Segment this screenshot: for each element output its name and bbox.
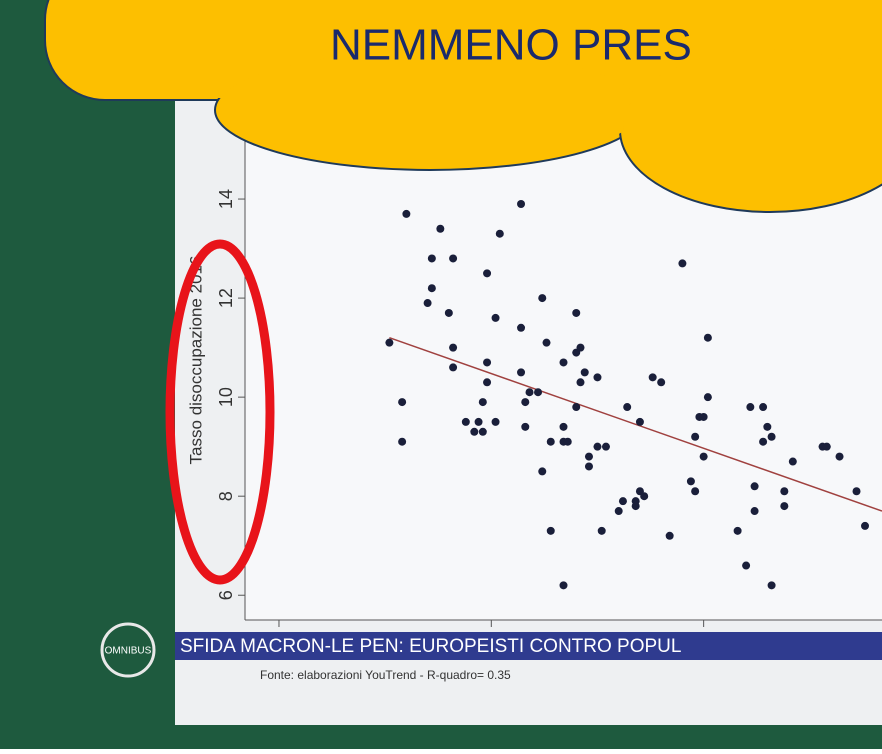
logo-text: OMNIBUS [105,646,152,657]
y-tick-label: 14 [216,189,236,209]
point [572,309,580,317]
point [572,403,580,411]
callout-text: NEMMENO PRES [330,21,692,70]
point [768,581,776,589]
point [564,438,572,446]
point [398,398,406,406]
point [768,433,776,441]
point [445,309,453,317]
point [780,487,788,495]
source-text: Fonte: elaborazioni YouTrend - R-quadro=… [260,668,511,682]
y-tick-label: 10 [216,387,236,407]
point [700,453,708,461]
point [517,324,525,332]
point [475,418,483,426]
point [492,418,500,426]
point [428,284,436,292]
point [666,532,674,540]
point [526,388,534,396]
point [470,428,478,436]
point [704,393,712,401]
point [483,269,491,277]
point [585,462,593,470]
point [492,314,500,322]
point [560,581,568,589]
point [759,438,767,446]
point [704,334,712,342]
point [521,423,529,431]
point [483,358,491,366]
point [543,339,551,347]
point [521,398,529,406]
point [649,373,657,381]
point [462,418,470,426]
point [763,423,771,431]
point [861,522,869,530]
point [632,502,640,510]
point [751,507,759,515]
point [428,254,436,262]
point [560,423,568,431]
point [483,378,491,386]
point [479,398,487,406]
point [585,453,593,461]
y-tick-label: 6 [216,590,236,600]
point [759,403,767,411]
point [449,363,457,371]
point [823,443,831,451]
screen: Tasso disoccupazione 2016 15202568101214… [0,0,882,749]
point [517,368,525,376]
point [517,200,525,208]
point [479,428,487,436]
point [640,492,648,500]
point [598,527,606,535]
point [836,453,844,461]
point [534,388,542,396]
point [538,467,546,475]
point [581,368,589,376]
point [636,418,644,426]
point [576,344,584,352]
point [615,507,623,515]
point [853,487,861,495]
point [402,210,410,218]
point [593,443,601,451]
point [700,413,708,421]
point [619,497,627,505]
point [449,344,457,352]
page: Tasso disoccupazione 2016 15202568101214… [0,0,882,749]
point [623,403,631,411]
point [424,299,432,307]
point [751,482,759,490]
ticker-text: SFIDA MACRON-LE PEN: EUROPEISTI CONTRO P… [180,636,681,657]
point [547,438,555,446]
y-tick-label: 8 [216,491,236,501]
point [560,358,568,366]
point [538,294,546,302]
point [449,254,457,262]
point [780,502,788,510]
point [687,477,695,485]
point [547,527,555,535]
point [436,225,444,233]
point [789,458,797,466]
point [385,339,393,347]
point [657,378,665,386]
point [691,487,699,495]
y-tick-label: 12 [216,288,236,308]
point [496,230,504,238]
point [746,403,754,411]
point [734,527,742,535]
point [398,438,406,446]
point [602,443,610,451]
point [742,562,750,570]
point [691,433,699,441]
point [576,378,584,386]
point [678,259,686,267]
point [593,373,601,381]
